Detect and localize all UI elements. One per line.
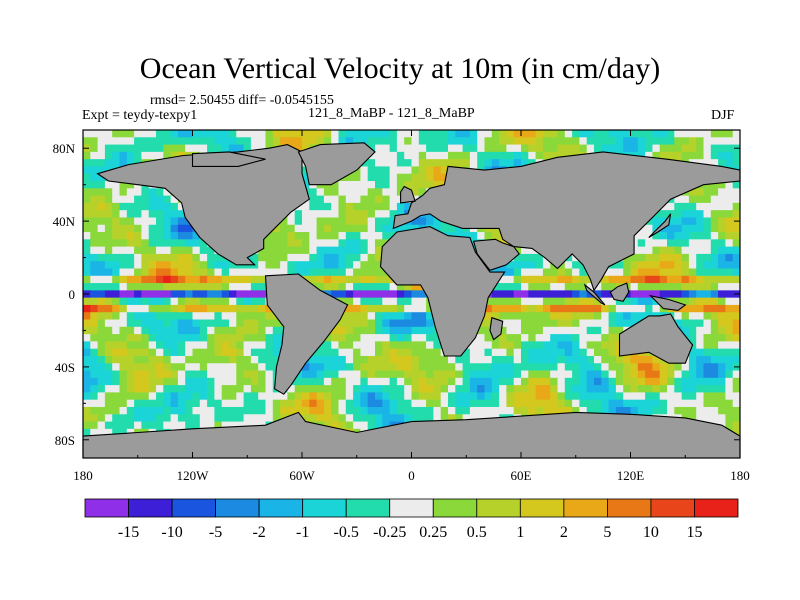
x-tick-label: 180 — [73, 468, 93, 483]
colorbar-label: -2 — [252, 524, 265, 541]
colorbar-swatch — [302, 498, 347, 518]
land-mask — [82, 142, 741, 459]
land-arabia — [472, 238, 520, 271]
land-eurasia — [392, 151, 741, 292]
y-tick-label: 80S — [55, 433, 75, 448]
colorbar-swatch — [432, 498, 478, 518]
comparison-label: 121_8_MaBP - 121_8_MaBP — [308, 106, 475, 121]
colorbar-label: -15 — [118, 524, 139, 541]
x-tick-label: 120W — [177, 468, 210, 483]
colorbar-label: 2 — [560, 524, 568, 541]
colorbar-swatch — [519, 498, 565, 518]
colorbar-swatch — [650, 498, 695, 518]
x-tick-label: 180 — [730, 468, 750, 483]
colorbar-label: -1 — [296, 524, 309, 541]
stats-label: rmsd= 2.50455 diff= -0.0545155 — [150, 93, 334, 108]
colorbar-label: -0.25 — [373, 524, 406, 541]
colorbar-label: 15 — [686, 524, 702, 541]
colorbar-swatch — [345, 498, 391, 518]
colorbar-swatch — [607, 498, 652, 518]
colorbar-swatch — [84, 498, 129, 518]
colorbar-swatch — [389, 498, 434, 518]
y-tick-label: 40S — [55, 360, 75, 375]
land-north-america — [96, 144, 310, 266]
colorbar-label: -10 — [161, 524, 182, 541]
land-south-america — [264, 273, 349, 395]
land-uk — [400, 185, 416, 204]
x-tick-label: 60W — [289, 468, 315, 483]
colorbar-label: 0.5 — [467, 524, 487, 541]
land-australia — [618, 313, 694, 364]
land-greenland — [297, 142, 376, 186]
season-label: DJF — [711, 108, 735, 123]
y-tick-label: 80N — [53, 141, 76, 156]
colorbar-label: -0.5 — [334, 524, 359, 541]
colorbar-swatch — [476, 498, 521, 518]
colorbar-swatch — [694, 498, 739, 518]
land-africa — [379, 226, 506, 357]
colorbar-swatch — [171, 498, 217, 518]
colorbar: -15 -10 -5 -2 -1 -0.5 -0.25 0.25 0.5 1 2 5 10 15 — [84, 498, 739, 541]
land-papua — [648, 294, 687, 311]
x-tick-label: 0 — [408, 468, 415, 483]
land-sumatra — [583, 283, 606, 306]
colorbar-swatch — [563, 498, 608, 518]
land-madagascar — [489, 316, 504, 341]
colorbar-label: 10 — [643, 524, 659, 541]
land-japan — [648, 213, 672, 238]
colorbar-label: 0.25 — [419, 524, 447, 541]
experiment-label: Expt = teydy-texpy1 — [82, 108, 198, 123]
colorbar-swatch — [258, 498, 304, 518]
colorbar-label: -5 — [209, 524, 222, 541]
land-borneo — [609, 282, 630, 302]
x-tick-label: 60E — [511, 468, 532, 483]
x-tick-label: 120E — [617, 468, 645, 483]
colorbar-swatch — [215, 498, 260, 518]
y-tick-label: 40N — [53, 214, 76, 229]
colorbar-swatch — [128, 498, 173, 518]
axis-ticks: 180 120W 60W 0 60E 120E 180 80N 40N 0 40S 80S — [53, 130, 750, 483]
colorbar-label: 5 — [603, 524, 611, 541]
land-arctic-islands — [191, 151, 266, 167]
colorbar-label: 1 — [516, 524, 524, 541]
y-tick-label: 0 — [69, 287, 76, 302]
chart-title: Ocean Vertical Velocity at 10m (in cm/da… — [139, 52, 661, 85]
